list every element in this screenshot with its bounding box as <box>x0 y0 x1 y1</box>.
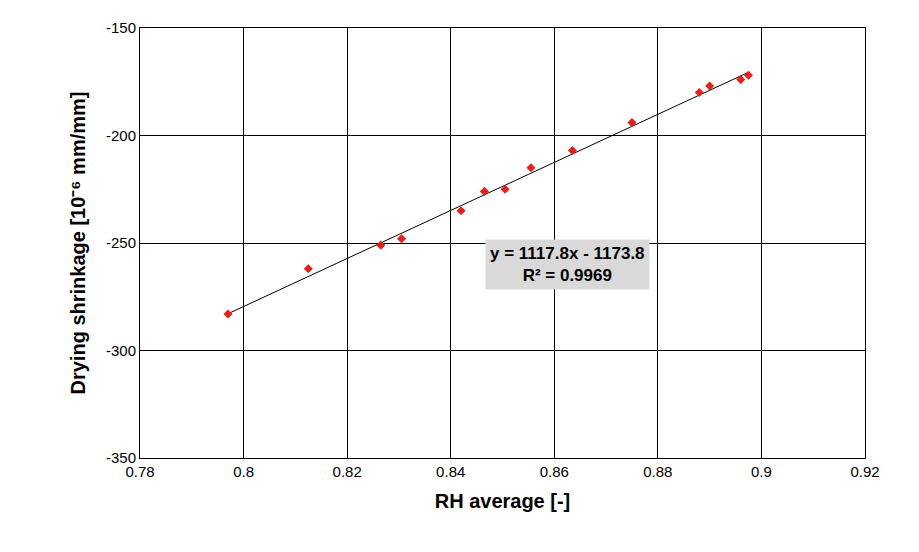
svg-text:0.92: 0.92 <box>850 463 879 480</box>
svg-text:-250: -250 <box>106 234 136 251</box>
svg-text:0.8: 0.8 <box>233 463 254 480</box>
svg-text:-200: -200 <box>106 127 136 144</box>
svg-text:0.78: 0.78 <box>125 463 154 480</box>
svg-text:0.88: 0.88 <box>643 463 672 480</box>
svg-text:0.9: 0.9 <box>751 463 772 480</box>
svg-text:0.84: 0.84 <box>436 463 465 480</box>
svg-text:-350: -350 <box>106 449 136 466</box>
svg-text:-150: -150 <box>106 19 136 36</box>
svg-text:y = 1117.8x - 1173.8R² = 0.996: y = 1117.8x - 1173.8R² = 0.9969 <box>490 244 645 285</box>
svg-text:RH average [-]: RH average [-] <box>435 490 571 512</box>
svg-text:-300: -300 <box>106 342 136 359</box>
svg-text:0.86: 0.86 <box>540 463 569 480</box>
svg-text:0.82: 0.82 <box>333 463 362 480</box>
svg-text:Drying shrinkage [10⁻⁶ mm/mm]: Drying shrinkage [10⁻⁶ mm/mm] <box>67 92 89 395</box>
